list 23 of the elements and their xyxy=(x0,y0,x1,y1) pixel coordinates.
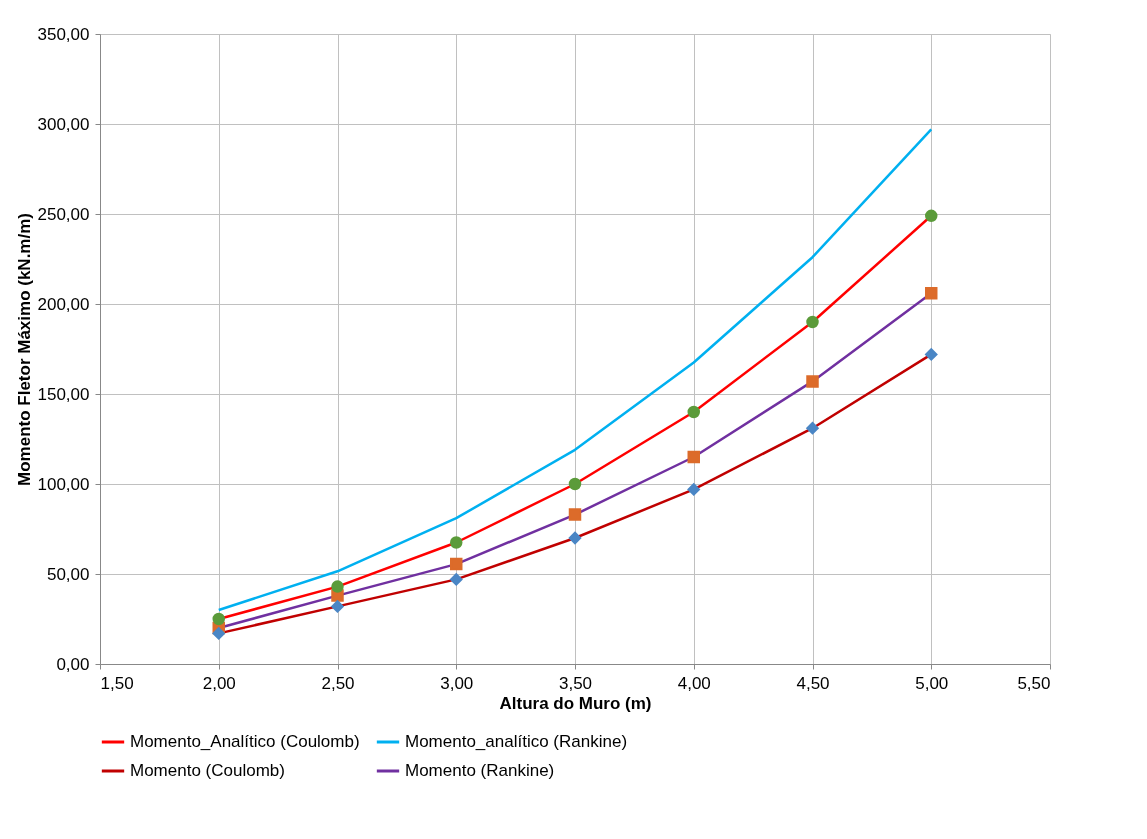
y-axis-title: Momento Fletor Máximo (kN.m/m) xyxy=(14,213,34,486)
y-tick-label: 350,00 xyxy=(37,24,90,44)
y-tick-label: 50,00 xyxy=(46,564,90,584)
x-tick-label: 5,50 xyxy=(1017,673,1051,693)
x-tick-label: 5,00 xyxy=(915,673,949,693)
x-tick-label: 4,00 xyxy=(677,673,711,693)
x-tick-label: 1,50 xyxy=(100,673,134,693)
y-tick-label: 250,00 xyxy=(37,204,90,224)
x-axis-title: Altura do Muro (m) xyxy=(499,693,652,713)
y-tick-label: 200,00 xyxy=(37,294,90,314)
x-tick-label: 2,00 xyxy=(202,673,236,693)
x-tick-label: 4,50 xyxy=(796,673,830,693)
legend-label: Momento (Coulomb) xyxy=(130,761,285,780)
legend-label: Momento_analítico (Rankine) xyxy=(405,732,628,751)
legend-label: Momento_Analítico (Coulomb) xyxy=(130,732,360,751)
x-tick-label: 3,00 xyxy=(440,673,474,693)
legend-label: Momento (Rankine) xyxy=(405,761,555,780)
y-tick-label: 150,00 xyxy=(37,384,90,404)
y-tick-label: 0,00 xyxy=(56,654,90,674)
x-tick-label: 2,50 xyxy=(321,673,355,693)
x-tick-label: 3,50 xyxy=(558,673,593,693)
y-tick-label: 300,00 xyxy=(37,114,90,134)
y-tick-label: 100,00 xyxy=(37,474,90,494)
